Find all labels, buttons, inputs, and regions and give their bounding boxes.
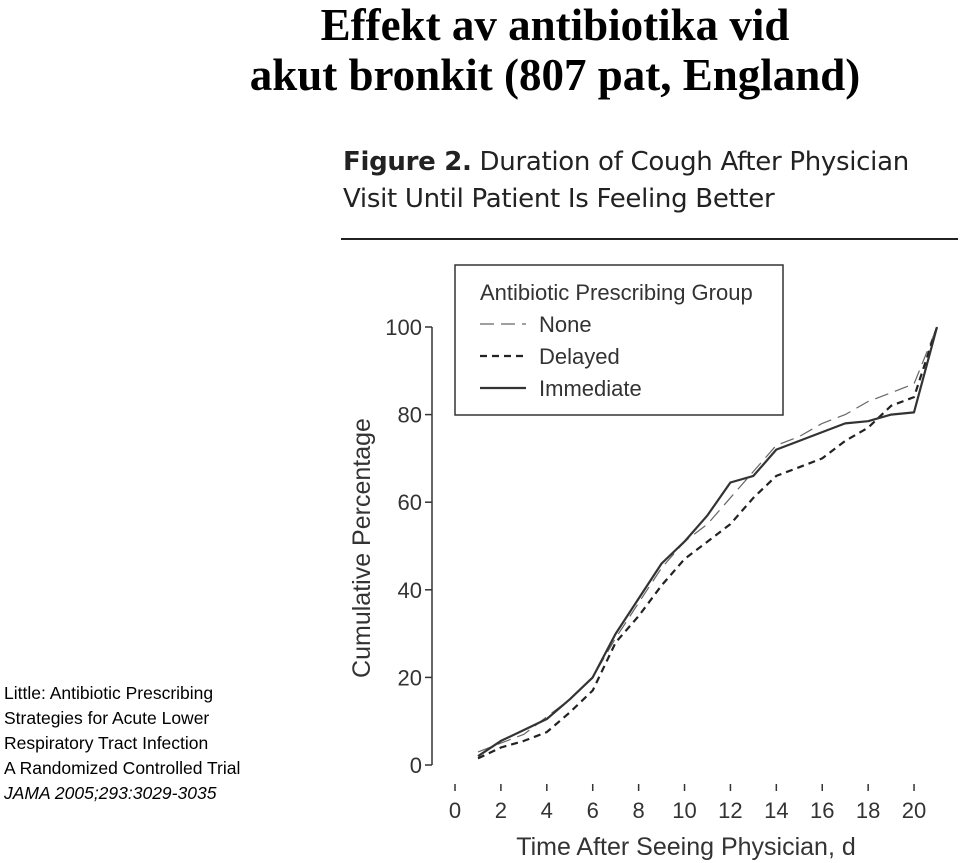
figure-caption: Duration of Cough After Physician Visit … — [343, 147, 909, 214]
citation-line-4: A Randomized Controlled Trial — [4, 758, 241, 778]
y-tick-label: 60 — [398, 490, 422, 515]
y-tick-label: 100 — [385, 315, 422, 340]
series-line-immediate — [477, 326, 939, 758]
x-axis-label: Time After Seeing Physician, d — [516, 833, 856, 861]
series-line-delayed — [477, 326, 939, 760]
legend-label-none: None — [539, 312, 592, 337]
series-line-none — [477, 326, 938, 753]
x-tick-label: 16 — [810, 798, 834, 823]
y-tick-label: 20 — [398, 665, 422, 690]
x-tick-label: 8 — [632, 798, 644, 823]
citation-journal: JAMA 2005;293:3029-3035 — [4, 783, 217, 803]
x-tick-label: 6 — [587, 798, 599, 823]
y-tick-label: 80 — [398, 403, 422, 428]
x-tick-label: 14 — [764, 798, 788, 823]
x-tick-label: 4 — [541, 798, 553, 823]
figure-label: Figure 2. — [343, 147, 472, 177]
slide-title: Effekt av antibiotika vid akut bronkit (… — [150, 0, 960, 100]
x-tick-label: 2 — [495, 798, 507, 823]
slide-title-line-1: Effekt av antibiotika vid — [320, 0, 790, 50]
x-tick-label: 18 — [856, 798, 880, 823]
citation-line-1: Little: Antibiotic Prescribing — [4, 683, 214, 703]
citation-line-2: Strategies for Acute Lower — [4, 708, 210, 728]
chart-legend: Antibiotic Prescribing Group None Delayed I… — [454, 264, 784, 416]
chart-series — [477, 326, 939, 760]
x-tick-label: 0 — [449, 798, 461, 823]
x-tick-label: 12 — [718, 798, 742, 823]
y-tick-label: 0 — [410, 753, 422, 778]
figure-heading: Figure 2. Duration of Cough After Physic… — [343, 144, 960, 218]
x-tick-label: 10 — [672, 798, 696, 823]
legend-label-delayed: Delayed — [539, 344, 620, 369]
y-axis-label: Cumulative Percentage — [348, 418, 376, 678]
legend-label-immediate: Immediate — [539, 376, 642, 401]
slide-title-line-2: akut bronkit (807 pat, England) — [249, 50, 861, 100]
chart-axes: 0 20 40 60 80 100 0 2 4 6 8 10 12 14 16 18 20 Time After … — [348, 315, 926, 861]
x-tick-label: 20 — [902, 798, 926, 823]
citation-line-3: Respiratory Tract Infection — [4, 733, 209, 753]
legend-title: Antibiotic Prescribing Group — [480, 280, 753, 305]
legend-box — [454, 264, 784, 416]
figure-rule — [341, 238, 958, 240]
y-tick-label: 40 — [398, 578, 422, 603]
citation: Little: Antibiotic Prescribing Strategie… — [4, 681, 304, 806]
